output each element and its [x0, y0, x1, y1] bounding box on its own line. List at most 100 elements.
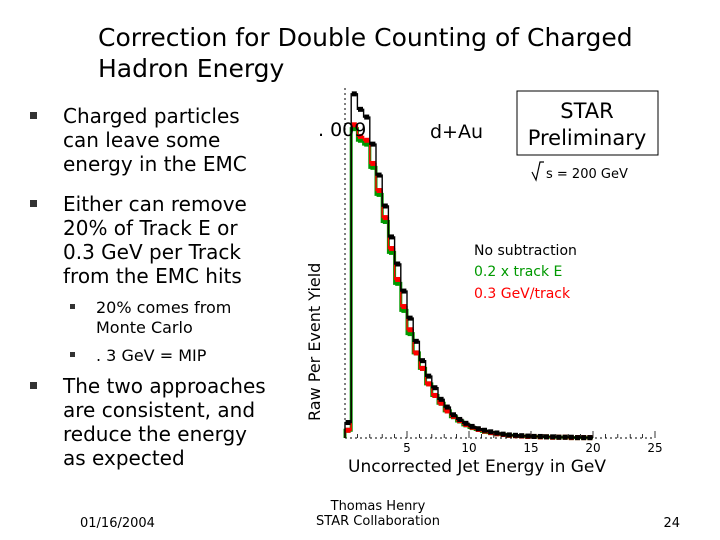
data-point [389, 234, 394, 240]
bullet-2-line-3: 0.3 GeV per Track [63, 240, 241, 264]
bullet-square-icon [30, 382, 37, 389]
data-point [556, 434, 562, 440]
y-axis-label: Raw Per Event Yield [305, 263, 324, 421]
data-point [519, 433, 525, 439]
data-point [358, 137, 363, 143]
data-point [537, 433, 543, 439]
data-point [587, 435, 593, 441]
data-point [420, 365, 425, 371]
data-point [389, 246, 394, 252]
data-point [376, 188, 382, 194]
footer-page-number: 24 [663, 516, 680, 531]
series-0 [344, 91, 593, 441]
data-point [395, 280, 401, 286]
bullet-1-line-3: energy in the EMC [63, 152, 247, 176]
data-point [463, 420, 469, 426]
data-point [370, 164, 376, 170]
data-point [376, 191, 382, 197]
x-axis-label: Uncorrected Jet Energy in GeV [348, 457, 606, 477]
data-point [389, 249, 394, 255]
bullet-square-icon [30, 112, 37, 119]
data-point [407, 315, 413, 321]
plot-frame [344, 88, 655, 439]
data-point [426, 381, 432, 387]
data-point [525, 433, 531, 439]
x-tick-label: 5 [403, 441, 411, 455]
data-point [364, 137, 370, 143]
data-point [351, 126, 357, 132]
series-layer [343, 91, 593, 441]
data-point [494, 430, 500, 436]
data-point [432, 385, 438, 391]
bullet-1-line-2: can leave some [63, 128, 221, 152]
data-point [562, 434, 568, 440]
data-point [475, 426, 481, 432]
bullet-2-line-1: Either can remove [63, 192, 247, 216]
data-point [500, 431, 506, 437]
data-point [370, 160, 376, 166]
data-point [568, 434, 574, 440]
data-point [426, 373, 432, 379]
data-point [382, 203, 388, 209]
sub-bullet-2-line-1: . 3 GeV = MIP [96, 346, 207, 365]
data-point [358, 133, 363, 139]
bullet-3-line-4: as expected [63, 446, 185, 470]
title-line-2: Hadron Energy [98, 54, 285, 83]
sub-bullet-square-icon [70, 304, 75, 309]
data-point [370, 141, 376, 147]
data-point [544, 434, 549, 440]
data-point [401, 307, 407, 313]
data-point [351, 91, 357, 97]
data-point [457, 416, 463, 422]
data-point [432, 392, 438, 398]
x-tick-label: 25 [647, 441, 662, 455]
title-line-1: Correction for Double Counting of Charge… [98, 23, 633, 52]
preliminary-line-2: Preliminary [528, 126, 647, 150]
y-top-label: . 009 [318, 119, 366, 141]
data-point [345, 420, 351, 426]
footer-date: 01/16/2004 [80, 516, 155, 531]
data-point [376, 172, 382, 178]
bullet-3-line-3: reduce the energy [63, 422, 247, 446]
bullet-2-line-2: 20% of Track E or [63, 216, 238, 240]
sqrt-icon [531, 161, 544, 182]
x-tick-label: 10 [461, 441, 476, 455]
data-point [469, 423, 475, 429]
bullet-2-line-4: from the EMC hits [63, 264, 242, 288]
jet-energy-chart: 5 10 15 20 25 . 009 Raw Per Event Yield d+Au… [305, 88, 663, 477]
slide-title: Correction for Double Counting of Charge… [98, 22, 658, 84]
energy-label: s = 200 GeV [546, 167, 628, 182]
data-point [351, 122, 357, 128]
bullet-1-line-1: Charged particles [63, 104, 240, 128]
footer-author-line-2: STAR Collaboration [316, 514, 440, 529]
data-point [413, 350, 419, 356]
data-point [395, 276, 401, 282]
x-tick-layer: 5 10 15 20 25 [357, 431, 663, 455]
footer-author: Thomas Henry STAR Collaboration [278, 499, 478, 529]
data-point [364, 141, 370, 147]
data-point [358, 106, 363, 112]
data-point [407, 327, 413, 333]
data-point [438, 400, 444, 406]
legend-gev-track: 0.3 GeV/track [474, 286, 571, 302]
data-point [488, 429, 494, 435]
data-point [482, 427, 487, 433]
data-point [444, 404, 450, 410]
data-point [401, 304, 407, 310]
data-point [451, 412, 456, 418]
data-point [407, 331, 413, 337]
preliminary-box [516, 90, 659, 156]
sub-bullet-square-icon [70, 352, 75, 357]
bullet-3-line-2: are consistent, and [63, 398, 256, 422]
data-point [581, 435, 587, 441]
bullet-3-line-1: The two approaches [63, 374, 266, 398]
system-label: d+Au [430, 121, 483, 143]
data-point [506, 432, 512, 438]
data-point [420, 358, 425, 364]
data-point [438, 396, 444, 402]
x-tick-label: 15 [523, 441, 538, 455]
footer-author-line-1: Thomas Henry [330, 499, 426, 514]
x-tick-label: 20 [585, 441, 600, 455]
legend-track-e: 0.2 x track E [474, 264, 562, 280]
sub-bullet-1-line-1: 20% comes from [96, 298, 232, 317]
